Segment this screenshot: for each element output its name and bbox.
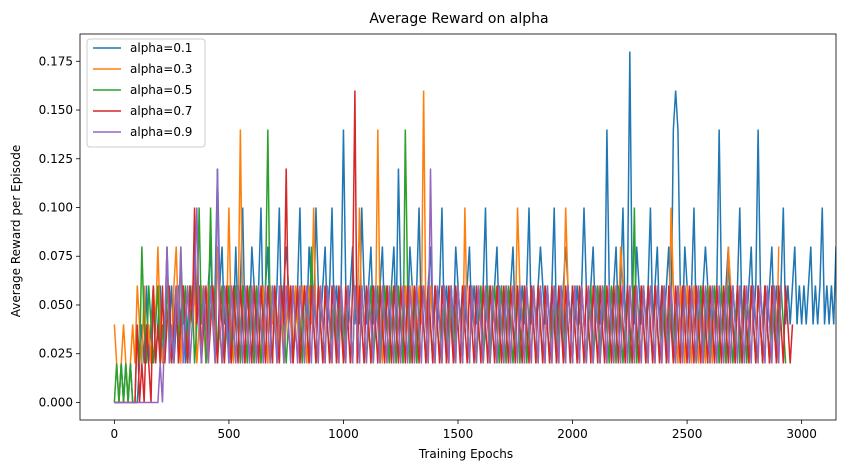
y-tick-label: 0.150 bbox=[39, 103, 73, 117]
x-tick-label: 1500 bbox=[443, 427, 474, 441]
y-axis-title: Average Reward per Episode bbox=[9, 145, 23, 317]
plot-area: 0 500 1000 1500 2000 2500 3000 0.000 0.025 0.050 0… bbox=[39, 33, 837, 441]
series-line-alpha-0-7 bbox=[114, 90, 794, 404]
legend-label: alpha=0.1 bbox=[130, 41, 192, 55]
x-tick-label: 2000 bbox=[557, 427, 588, 441]
x-tick-label: 3000 bbox=[786, 427, 817, 441]
legend-label: alpha=0.3 bbox=[130, 62, 192, 76]
y-tick-label: 0.050 bbox=[39, 298, 73, 312]
x-tick-label: 500 bbox=[217, 427, 240, 441]
legend-label: alpha=0.7 bbox=[130, 104, 192, 118]
x-axis-title: Training Epochs bbox=[418, 447, 513, 461]
y-tick-label: 0.175 bbox=[39, 54, 73, 68]
legend-label: alpha=0.9 bbox=[130, 125, 192, 139]
y-tick-label: 0.125 bbox=[39, 152, 73, 166]
plot-frame bbox=[79, 33, 837, 421]
legend-label: alpha=0.5 bbox=[130, 83, 192, 97]
x-tick-label: 1000 bbox=[328, 427, 359, 441]
series-layer bbox=[113, 51, 836, 404]
chart-title: Average Reward on alpha bbox=[369, 11, 548, 27]
y-tick-label: 0.100 bbox=[39, 201, 73, 215]
y-tick-label: 0.025 bbox=[39, 347, 73, 361]
tick-layer: 0 500 1000 1500 2000 2500 3000 0.000 0.025 0.050 0… bbox=[39, 54, 817, 441]
y-tick-label: 0.075 bbox=[39, 249, 73, 263]
x-tick-label: 0 bbox=[111, 427, 119, 441]
legend: alpha=0.1 alpha=0.3 alpha=0.5 alpha=0.7 alph… bbox=[86, 38, 206, 148]
legend-box bbox=[86, 38, 206, 148]
x-tick-label: 2500 bbox=[672, 427, 703, 441]
series-line-alpha-0-9 bbox=[114, 168, 782, 404]
y-tick-label: 0.000 bbox=[39, 395, 73, 409]
